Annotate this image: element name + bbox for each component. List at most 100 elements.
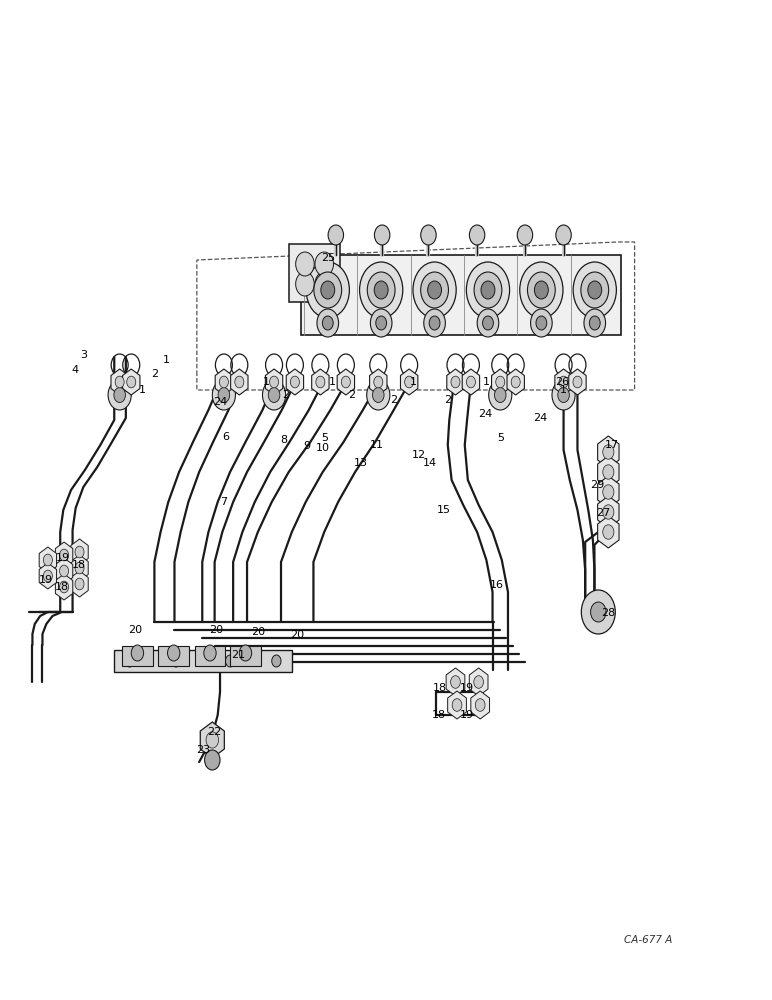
- Text: 1: 1: [409, 377, 417, 387]
- Text: 24: 24: [478, 409, 492, 419]
- Circle shape: [341, 376, 350, 388]
- Circle shape: [581, 590, 615, 634]
- Circle shape: [559, 376, 568, 388]
- Circle shape: [481, 281, 495, 299]
- Circle shape: [235, 376, 244, 388]
- Circle shape: [466, 376, 476, 388]
- Text: 10: 10: [316, 443, 330, 453]
- Circle shape: [296, 272, 314, 296]
- Circle shape: [225, 655, 235, 667]
- Circle shape: [552, 380, 575, 410]
- Circle shape: [367, 272, 395, 308]
- Text: 9: 9: [303, 441, 310, 451]
- Circle shape: [573, 262, 616, 318]
- Circle shape: [584, 309, 605, 337]
- Circle shape: [413, 262, 456, 318]
- Circle shape: [557, 387, 569, 402]
- Circle shape: [268, 387, 279, 402]
- Text: 28: 28: [601, 608, 615, 618]
- Text: 7: 7: [220, 497, 228, 507]
- Circle shape: [239, 645, 252, 661]
- Text: 18: 18: [72, 560, 86, 570]
- Circle shape: [489, 380, 512, 410]
- Circle shape: [374, 281, 388, 299]
- Circle shape: [367, 380, 390, 410]
- Bar: [195, 646, 225, 666]
- Text: 6: 6: [222, 432, 230, 442]
- Text: 19: 19: [460, 710, 474, 720]
- Circle shape: [125, 655, 134, 667]
- Circle shape: [496, 376, 505, 388]
- Text: 22: 22: [208, 727, 222, 737]
- Bar: [114, 650, 292, 672]
- Circle shape: [581, 272, 608, 308]
- Circle shape: [587, 281, 601, 299]
- Circle shape: [317, 309, 339, 337]
- Circle shape: [603, 485, 614, 499]
- Circle shape: [534, 281, 548, 299]
- Circle shape: [477, 309, 499, 337]
- Circle shape: [482, 316, 493, 330]
- Circle shape: [204, 645, 216, 661]
- Text: 1: 1: [162, 355, 170, 365]
- Text: 27: 27: [597, 508, 611, 518]
- Bar: [158, 646, 189, 666]
- Circle shape: [75, 546, 84, 558]
- Circle shape: [536, 316, 547, 330]
- Text: 20: 20: [128, 625, 142, 635]
- Circle shape: [316, 376, 325, 388]
- Text: 3: 3: [80, 350, 87, 360]
- Circle shape: [421, 225, 436, 245]
- Circle shape: [108, 380, 131, 410]
- Text: 8: 8: [280, 435, 288, 445]
- Circle shape: [474, 676, 483, 688]
- Circle shape: [321, 281, 335, 299]
- Text: 1: 1: [139, 385, 147, 395]
- Text: 17: 17: [605, 440, 619, 450]
- Text: 19: 19: [56, 553, 70, 563]
- Text: 2: 2: [390, 395, 398, 405]
- Circle shape: [376, 316, 387, 330]
- Text: 16: 16: [489, 580, 503, 590]
- Circle shape: [323, 316, 334, 330]
- Circle shape: [424, 309, 445, 337]
- Circle shape: [219, 376, 229, 388]
- Text: 12: 12: [411, 450, 425, 460]
- Circle shape: [171, 655, 181, 667]
- Circle shape: [573, 376, 582, 388]
- Text: 18: 18: [432, 710, 445, 720]
- Text: 11: 11: [370, 440, 384, 450]
- Circle shape: [494, 387, 506, 402]
- Polygon shape: [301, 255, 621, 335]
- Text: 2: 2: [282, 390, 290, 400]
- Text: 29: 29: [590, 480, 604, 490]
- Circle shape: [429, 316, 440, 330]
- Circle shape: [43, 570, 52, 582]
- Circle shape: [59, 581, 69, 593]
- Circle shape: [451, 676, 460, 688]
- Circle shape: [428, 281, 442, 299]
- Circle shape: [272, 655, 281, 667]
- Circle shape: [371, 309, 392, 337]
- Circle shape: [374, 376, 383, 388]
- Circle shape: [262, 380, 286, 410]
- Text: 20: 20: [209, 625, 223, 635]
- Circle shape: [131, 645, 144, 661]
- Circle shape: [372, 387, 384, 402]
- Text: 4: 4: [71, 365, 79, 375]
- Circle shape: [517, 225, 533, 245]
- Circle shape: [474, 272, 502, 308]
- Text: 25: 25: [321, 253, 335, 263]
- Text: 19: 19: [460, 683, 474, 693]
- Bar: [122, 646, 153, 666]
- Circle shape: [75, 562, 84, 574]
- Circle shape: [360, 262, 403, 318]
- Circle shape: [527, 272, 555, 308]
- Text: 23: 23: [196, 745, 210, 755]
- Circle shape: [218, 387, 229, 402]
- Polygon shape: [290, 244, 340, 302]
- Text: 14: 14: [423, 458, 437, 468]
- Circle shape: [476, 699, 485, 711]
- Circle shape: [603, 525, 614, 539]
- Text: 18: 18: [433, 683, 447, 693]
